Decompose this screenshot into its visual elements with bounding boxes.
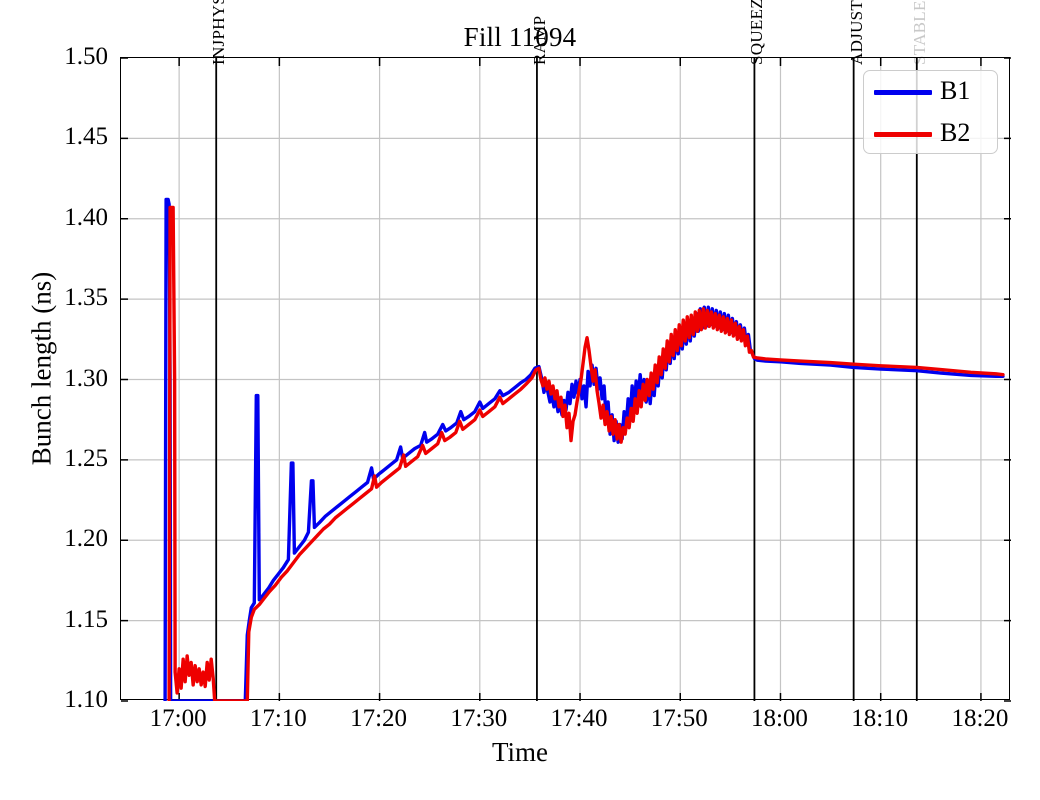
legend-swatch-b2 xyxy=(874,132,932,137)
y-tick-label: 1.15 xyxy=(64,605,108,633)
event-label-adjust: ADJUST xyxy=(846,0,866,65)
x-tick-label: 18:20 xyxy=(951,705,1009,732)
x-tick-label: 17:00 xyxy=(149,705,207,732)
x-tick-label: 17:50 xyxy=(650,705,708,732)
y-tick-label: 1.30 xyxy=(64,364,108,392)
event-lines xyxy=(215,58,918,701)
y-tick-label: 1.40 xyxy=(64,203,108,231)
x-tick-label: 17:40 xyxy=(550,705,608,732)
chart-title: Fill 11094 xyxy=(463,22,577,52)
legend-swatch-b1 xyxy=(874,90,932,95)
x-tick-label: 17:10 xyxy=(249,705,307,732)
y-tick-label: 1.20 xyxy=(64,525,108,553)
y-tick-label: 1.50 xyxy=(64,43,108,70)
axis-ticks xyxy=(121,57,1011,702)
x-tick-label: 17:20 xyxy=(350,705,408,732)
y-axis-tick-labels: 1.10 1.15 1.20 1.25 1.30 1.35 1.40 1.45 1.50 xyxy=(0,0,108,800)
legend-item-b1[interactable]: B1 xyxy=(864,71,999,113)
x-tick-label: 18:00 xyxy=(750,705,808,732)
x-axis-label: Time xyxy=(491,737,549,767)
event-label-squeeze: SQUEEZE xyxy=(747,0,767,65)
legend[interactable]: B1 B2 xyxy=(863,70,998,154)
event-label-stable: STABLE xyxy=(909,0,929,65)
y-tick-label: 1.10 xyxy=(64,686,108,713)
y-tick-label: 1.25 xyxy=(64,444,108,472)
x-tick-label: 17:30 xyxy=(450,705,508,732)
data-series xyxy=(163,197,1005,701)
legend-item-b2[interactable]: B2 xyxy=(864,113,999,155)
y-tick-label: 1.35 xyxy=(64,284,108,312)
event-label-injphys: INJPHYS xyxy=(209,0,229,65)
x-tick-label: 18:10 xyxy=(851,705,909,732)
legend-label: B1 xyxy=(940,76,971,105)
plot-area xyxy=(120,57,1011,702)
plot-canvas xyxy=(121,57,1011,702)
y-tick-label: 1.45 xyxy=(64,123,108,151)
gridlines xyxy=(121,58,1011,701)
legend-label: B2 xyxy=(940,118,971,147)
